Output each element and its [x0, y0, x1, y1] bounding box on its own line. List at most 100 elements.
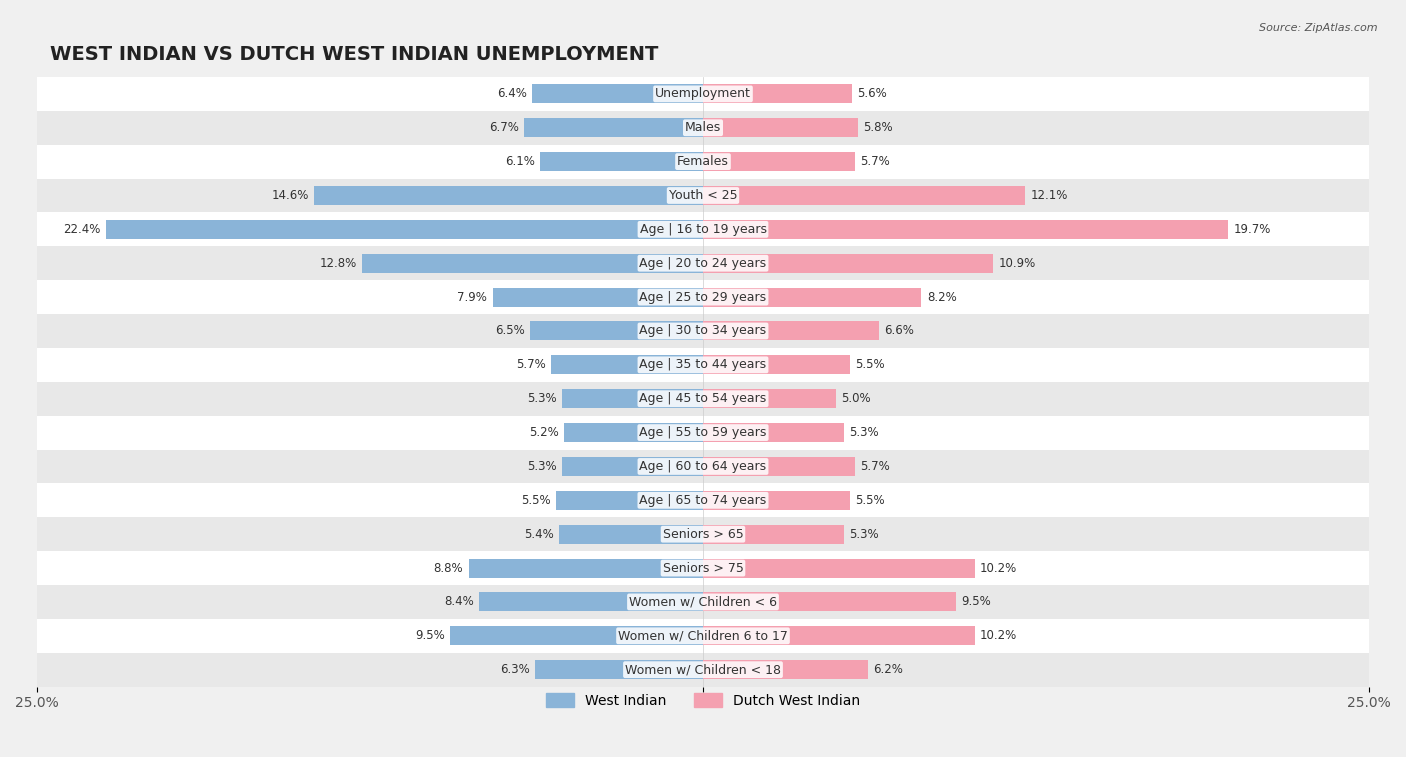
Text: 6.3%: 6.3% [501, 663, 530, 676]
Text: 22.4%: 22.4% [63, 223, 101, 236]
Bar [703, 322, 879, 341]
Bar [530, 322, 703, 341]
Bar [564, 423, 703, 442]
Bar [37, 382, 1369, 416]
Bar [703, 525, 844, 544]
Text: 5.7%: 5.7% [860, 460, 890, 473]
Bar [703, 152, 855, 171]
Bar [533, 84, 703, 104]
Bar [551, 355, 703, 374]
Bar [703, 491, 849, 509]
Text: 5.3%: 5.3% [527, 392, 557, 405]
Text: Age | 65 to 74 years: Age | 65 to 74 years [640, 494, 766, 507]
Bar [562, 457, 703, 476]
Text: 6.5%: 6.5% [495, 325, 524, 338]
Text: 9.5%: 9.5% [415, 629, 444, 642]
Text: 5.8%: 5.8% [863, 121, 893, 134]
Text: 10.9%: 10.9% [998, 257, 1036, 269]
Bar [703, 186, 1025, 205]
Text: 5.5%: 5.5% [855, 358, 884, 372]
Text: 5.4%: 5.4% [524, 528, 554, 540]
Text: 5.7%: 5.7% [516, 358, 546, 372]
Text: Age | 16 to 19 years: Age | 16 to 19 years [640, 223, 766, 236]
Text: 5.5%: 5.5% [522, 494, 551, 507]
Legend: West Indian, Dutch West Indian: West Indian, Dutch West Indian [540, 687, 866, 713]
Bar [37, 484, 1369, 517]
Text: 5.3%: 5.3% [849, 426, 879, 439]
Text: 5.3%: 5.3% [527, 460, 557, 473]
Bar [703, 593, 956, 612]
Bar [536, 660, 703, 679]
Bar [479, 593, 703, 612]
Text: Age | 20 to 24 years: Age | 20 to 24 years [640, 257, 766, 269]
Text: 5.3%: 5.3% [849, 528, 879, 540]
Bar [37, 585, 1369, 619]
Text: Age | 60 to 64 years: Age | 60 to 64 years [640, 460, 766, 473]
Bar [450, 626, 703, 645]
Text: 5.6%: 5.6% [858, 87, 887, 101]
Text: 8.2%: 8.2% [927, 291, 956, 304]
Bar [37, 246, 1369, 280]
Bar [703, 254, 994, 273]
Text: 5.5%: 5.5% [855, 494, 884, 507]
Bar [703, 220, 1227, 239]
Bar [562, 389, 703, 408]
Bar [37, 416, 1369, 450]
Bar [37, 145, 1369, 179]
Text: WEST INDIAN VS DUTCH WEST INDIAN UNEMPLOYMENT: WEST INDIAN VS DUTCH WEST INDIAN UNEMPLO… [51, 45, 658, 64]
Bar [37, 111, 1369, 145]
Text: 6.4%: 6.4% [498, 87, 527, 101]
Bar [37, 213, 1369, 246]
Text: Unemployment: Unemployment [655, 87, 751, 101]
Bar [703, 660, 868, 679]
Text: Seniors > 75: Seniors > 75 [662, 562, 744, 575]
Text: 12.8%: 12.8% [319, 257, 357, 269]
Bar [703, 626, 974, 645]
Text: 10.2%: 10.2% [980, 562, 1018, 575]
Text: 6.6%: 6.6% [884, 325, 914, 338]
Bar [37, 551, 1369, 585]
Bar [37, 314, 1369, 348]
Text: Youth < 25: Youth < 25 [669, 189, 737, 202]
Text: 8.4%: 8.4% [444, 596, 474, 609]
Text: Age | 30 to 34 years: Age | 30 to 34 years [640, 325, 766, 338]
Text: 5.7%: 5.7% [860, 155, 890, 168]
Bar [37, 280, 1369, 314]
Bar [703, 355, 849, 374]
Bar [492, 288, 703, 307]
Text: 12.1%: 12.1% [1031, 189, 1069, 202]
Bar [37, 450, 1369, 484]
Bar [37, 179, 1369, 213]
Bar [540, 152, 703, 171]
Bar [703, 389, 837, 408]
Bar [468, 559, 703, 578]
Text: 8.8%: 8.8% [433, 562, 463, 575]
Bar [703, 84, 852, 104]
Bar [105, 220, 703, 239]
Text: 6.7%: 6.7% [489, 121, 519, 134]
Text: 7.9%: 7.9% [457, 291, 486, 304]
Text: Males: Males [685, 121, 721, 134]
Bar [557, 491, 703, 509]
Bar [703, 457, 855, 476]
Text: 14.6%: 14.6% [271, 189, 309, 202]
Text: 6.1%: 6.1% [505, 155, 536, 168]
Text: Age | 45 to 54 years: Age | 45 to 54 years [640, 392, 766, 405]
Bar [703, 559, 974, 578]
Bar [703, 118, 858, 137]
Text: Women w/ Children < 6: Women w/ Children < 6 [628, 596, 778, 609]
Text: Women w/ Children < 18: Women w/ Children < 18 [626, 663, 780, 676]
Bar [361, 254, 703, 273]
Bar [37, 653, 1369, 687]
Bar [37, 77, 1369, 111]
Text: Women w/ Children 6 to 17: Women w/ Children 6 to 17 [619, 629, 787, 642]
Bar [37, 517, 1369, 551]
Bar [37, 348, 1369, 382]
Text: 9.5%: 9.5% [962, 596, 991, 609]
Text: 5.2%: 5.2% [530, 426, 560, 439]
Text: 19.7%: 19.7% [1233, 223, 1271, 236]
Bar [703, 288, 921, 307]
Bar [703, 423, 844, 442]
Bar [560, 525, 703, 544]
Text: 5.0%: 5.0% [842, 392, 872, 405]
